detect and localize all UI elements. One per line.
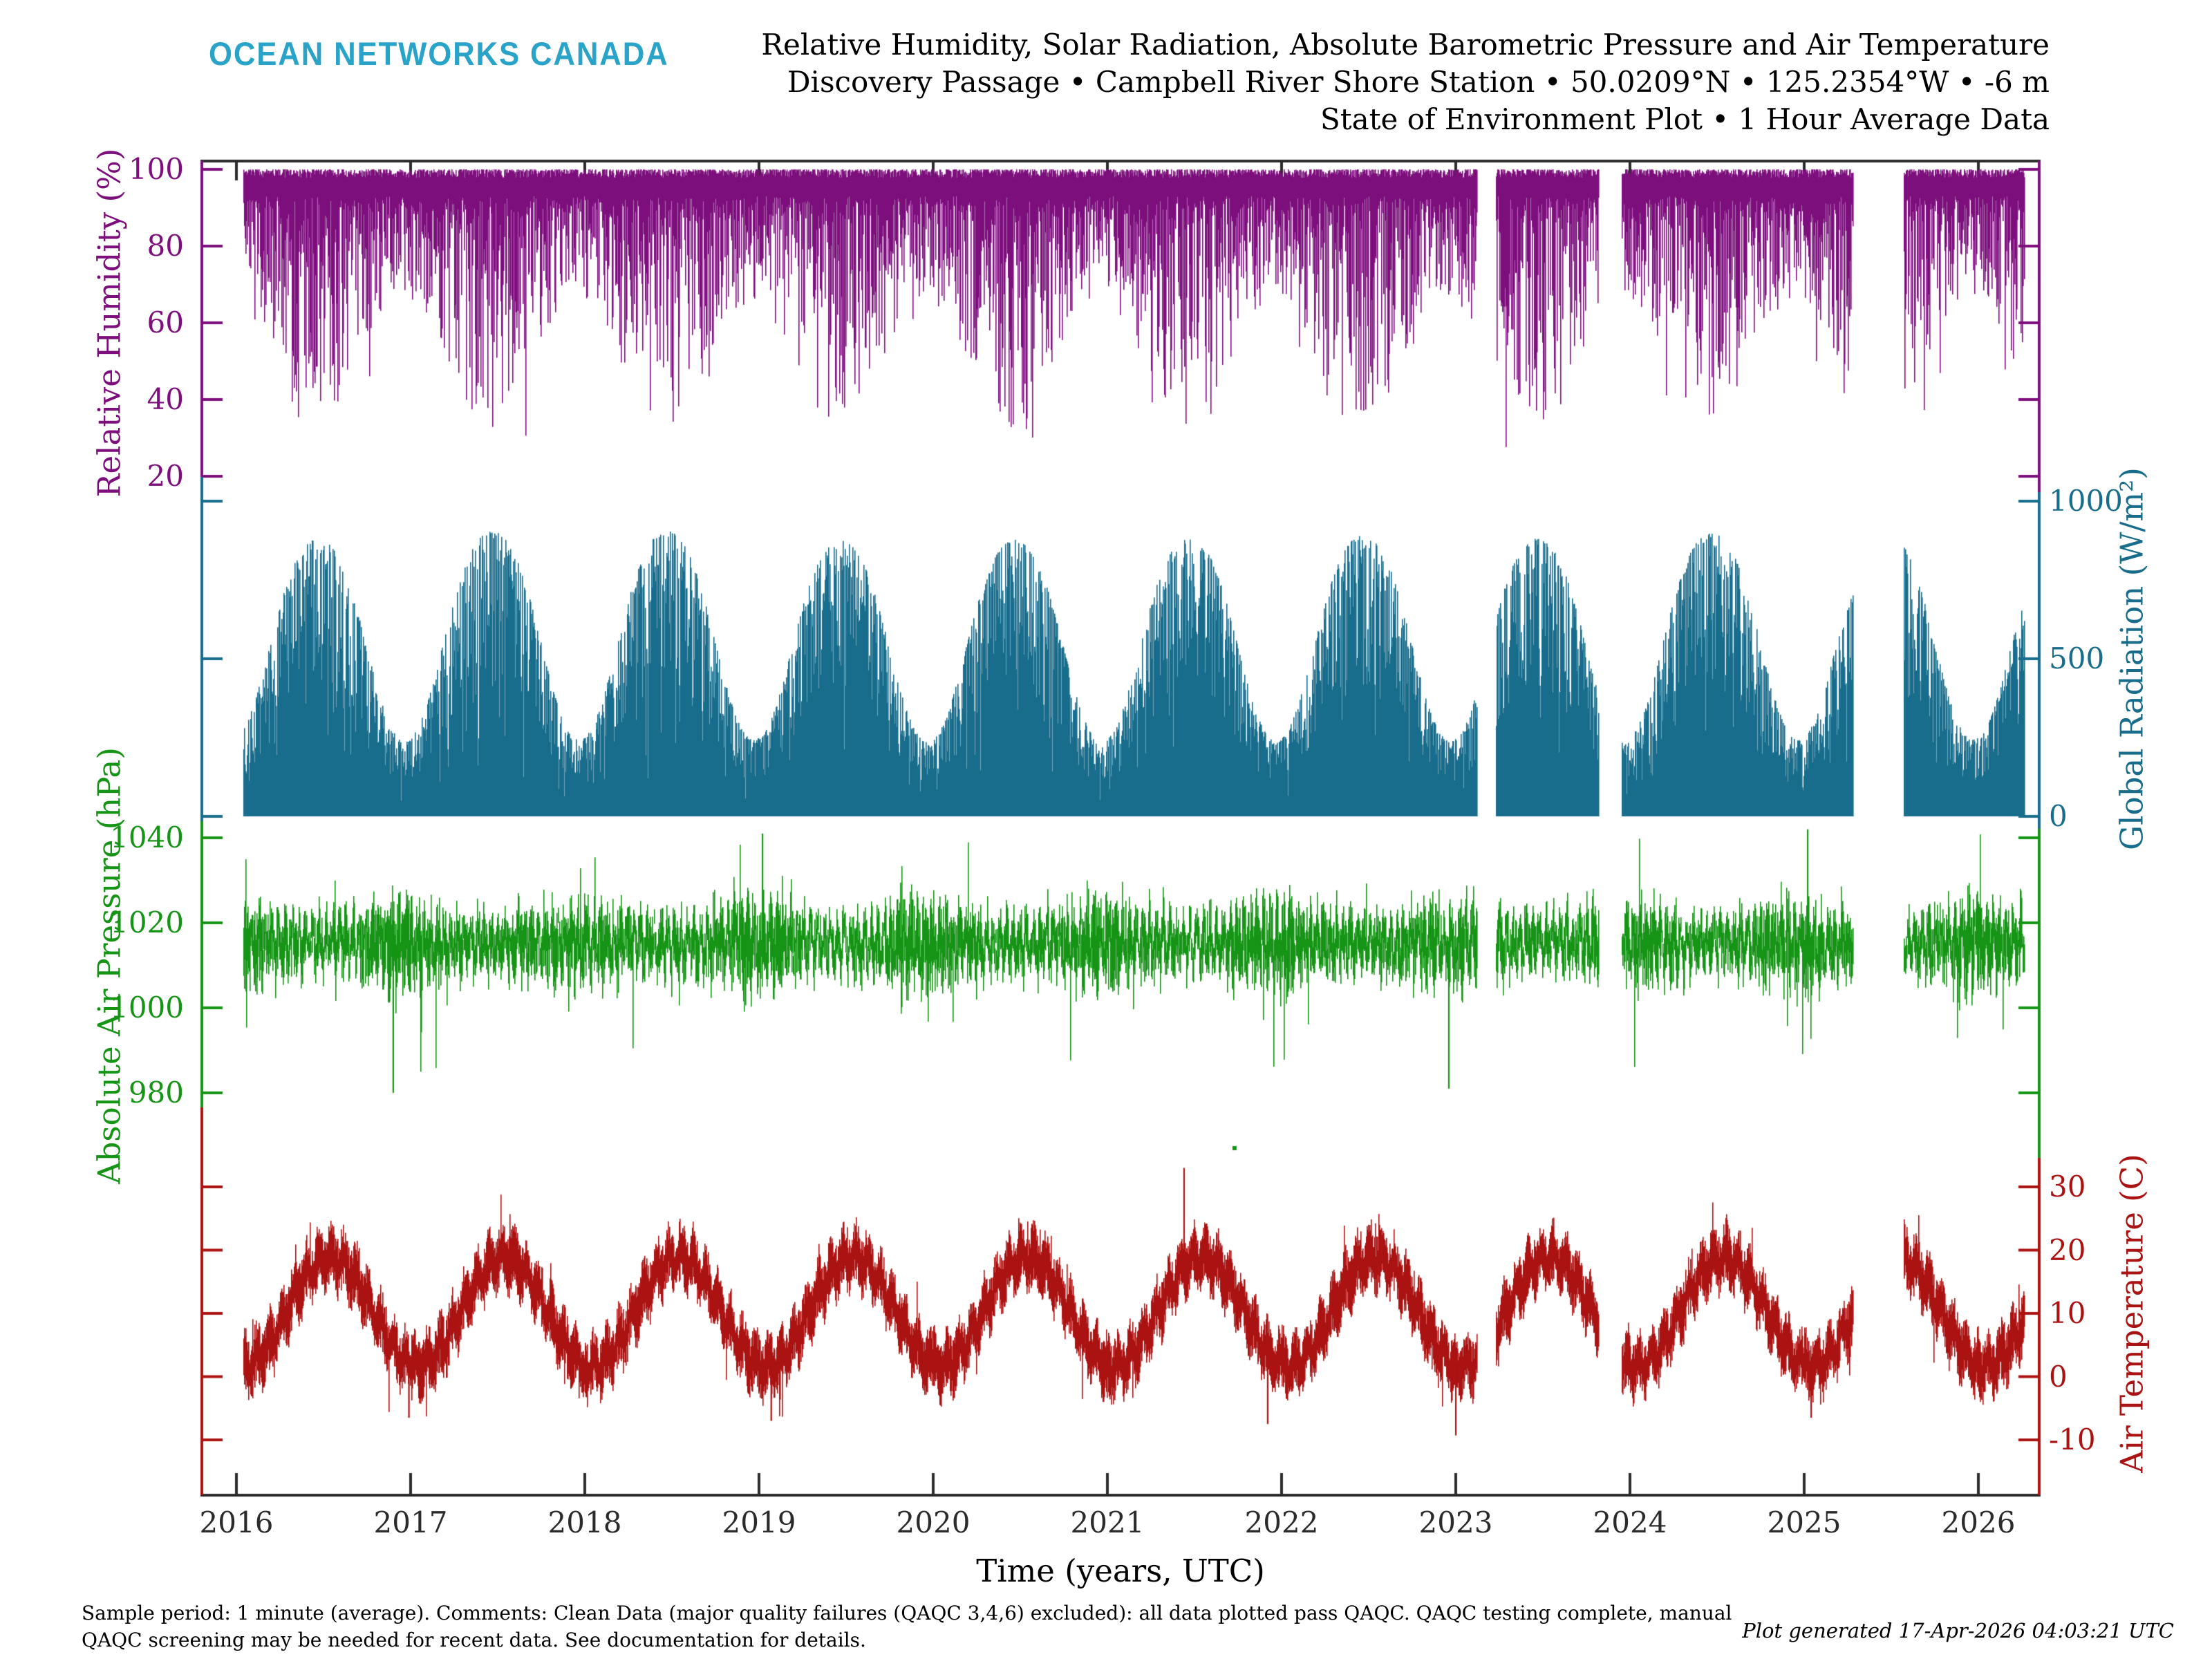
y-tick-label-relative_humidity: 80 (147, 229, 184, 263)
x-tick-label-year: 2020 (896, 1506, 971, 1539)
y-tick-label-absolute_air_pressure: 980 (128, 1076, 184, 1109)
y-tick-label-absolute_air_pressure: 1000 (110, 991, 184, 1024)
x-tick-label-year: 2016 (199, 1506, 274, 1539)
x-tick-label-year: 2025 (1767, 1506, 1841, 1539)
x-tick-label-year: 2017 (373, 1506, 448, 1539)
y-tick-label-global_radiation: 500 (2049, 641, 2105, 675)
y-tick-label-air_temperature: 10 (2049, 1296, 2086, 1330)
y-tick-label-relative_humidity: 40 (147, 382, 184, 416)
y-tick-label-relative_humidity: 20 (147, 459, 184, 493)
footer-note-line2: QAQC screening may be needed for recent … (82, 1629, 866, 1651)
y-axis-title-relative_humidity: Relative Humidity (%) (91, 148, 128, 498)
y-tick-label-absolute_air_pressure: 1040 (110, 821, 184, 854)
x-tick-label-year: 2022 (1244, 1506, 1319, 1539)
y-tick-label-relative_humidity: 100 (128, 152, 184, 186)
footer-notes: Sample period: 1 minute (average). Comme… (82, 1600, 1732, 1653)
ocean-networks-canada-logo: OCEAN NETWORKS CANADA (209, 35, 669, 72)
y-axis-title-air_temperature: Air Temperature (C) (2113, 1154, 2150, 1473)
y-tick-label-global_radiation: 1000 (2049, 484, 2123, 518)
footer-note-line1: Sample period: 1 minute (average). Comme… (82, 1602, 1732, 1624)
plot-title-block: Relative Humidity, Solar Radiation, Abso… (761, 26, 2050, 138)
plot-title-line1: Relative Humidity, Solar Radiation, Abso… (761, 28, 2050, 62)
plot-title-line2: Discovery Passage • Campbell River Shore… (787, 65, 2050, 99)
y-tick-label-relative_humidity: 60 (147, 306, 184, 339)
plot-generated-timestamp: Plot generated 17-Apr-2026 04:03:21 UTC (1742, 1619, 2174, 1642)
x-tick-label-year: 2019 (722, 1506, 796, 1539)
y-axis-title-global_radiation: Global Radiation (W/m²) (2113, 467, 2150, 850)
y-tick-label-absolute_air_pressure: 1020 (110, 906, 184, 939)
y-tick-label-air_temperature: -10 (2049, 1423, 2096, 1456)
plot-title-line3: State of Environment Plot • 1 Hour Avera… (1320, 102, 2050, 136)
y-tick-label-air_temperature: 30 (2049, 1170, 2086, 1203)
x-axis-title: Time (years, UTC) (976, 1553, 1265, 1589)
x-tick-label-year: 2026 (1941, 1506, 2016, 1539)
x-tick-label-year: 2023 (1418, 1506, 1493, 1539)
y-tick-label-air_temperature: 20 (2049, 1232, 2086, 1267)
x-tick-label-year: 2018 (547, 1506, 622, 1539)
y-tick-label-global_radiation: 0 (2049, 799, 2068, 833)
y-axis-title-absolute_air_pressure: Absolute Air Pressure (hPa) (91, 747, 128, 1184)
x-tick-label-year: 2024 (1593, 1506, 1667, 1539)
y-tick-label-air_temperature: 0 (2049, 1359, 2068, 1394)
x-tick-label-year: 2021 (1070, 1506, 1145, 1539)
